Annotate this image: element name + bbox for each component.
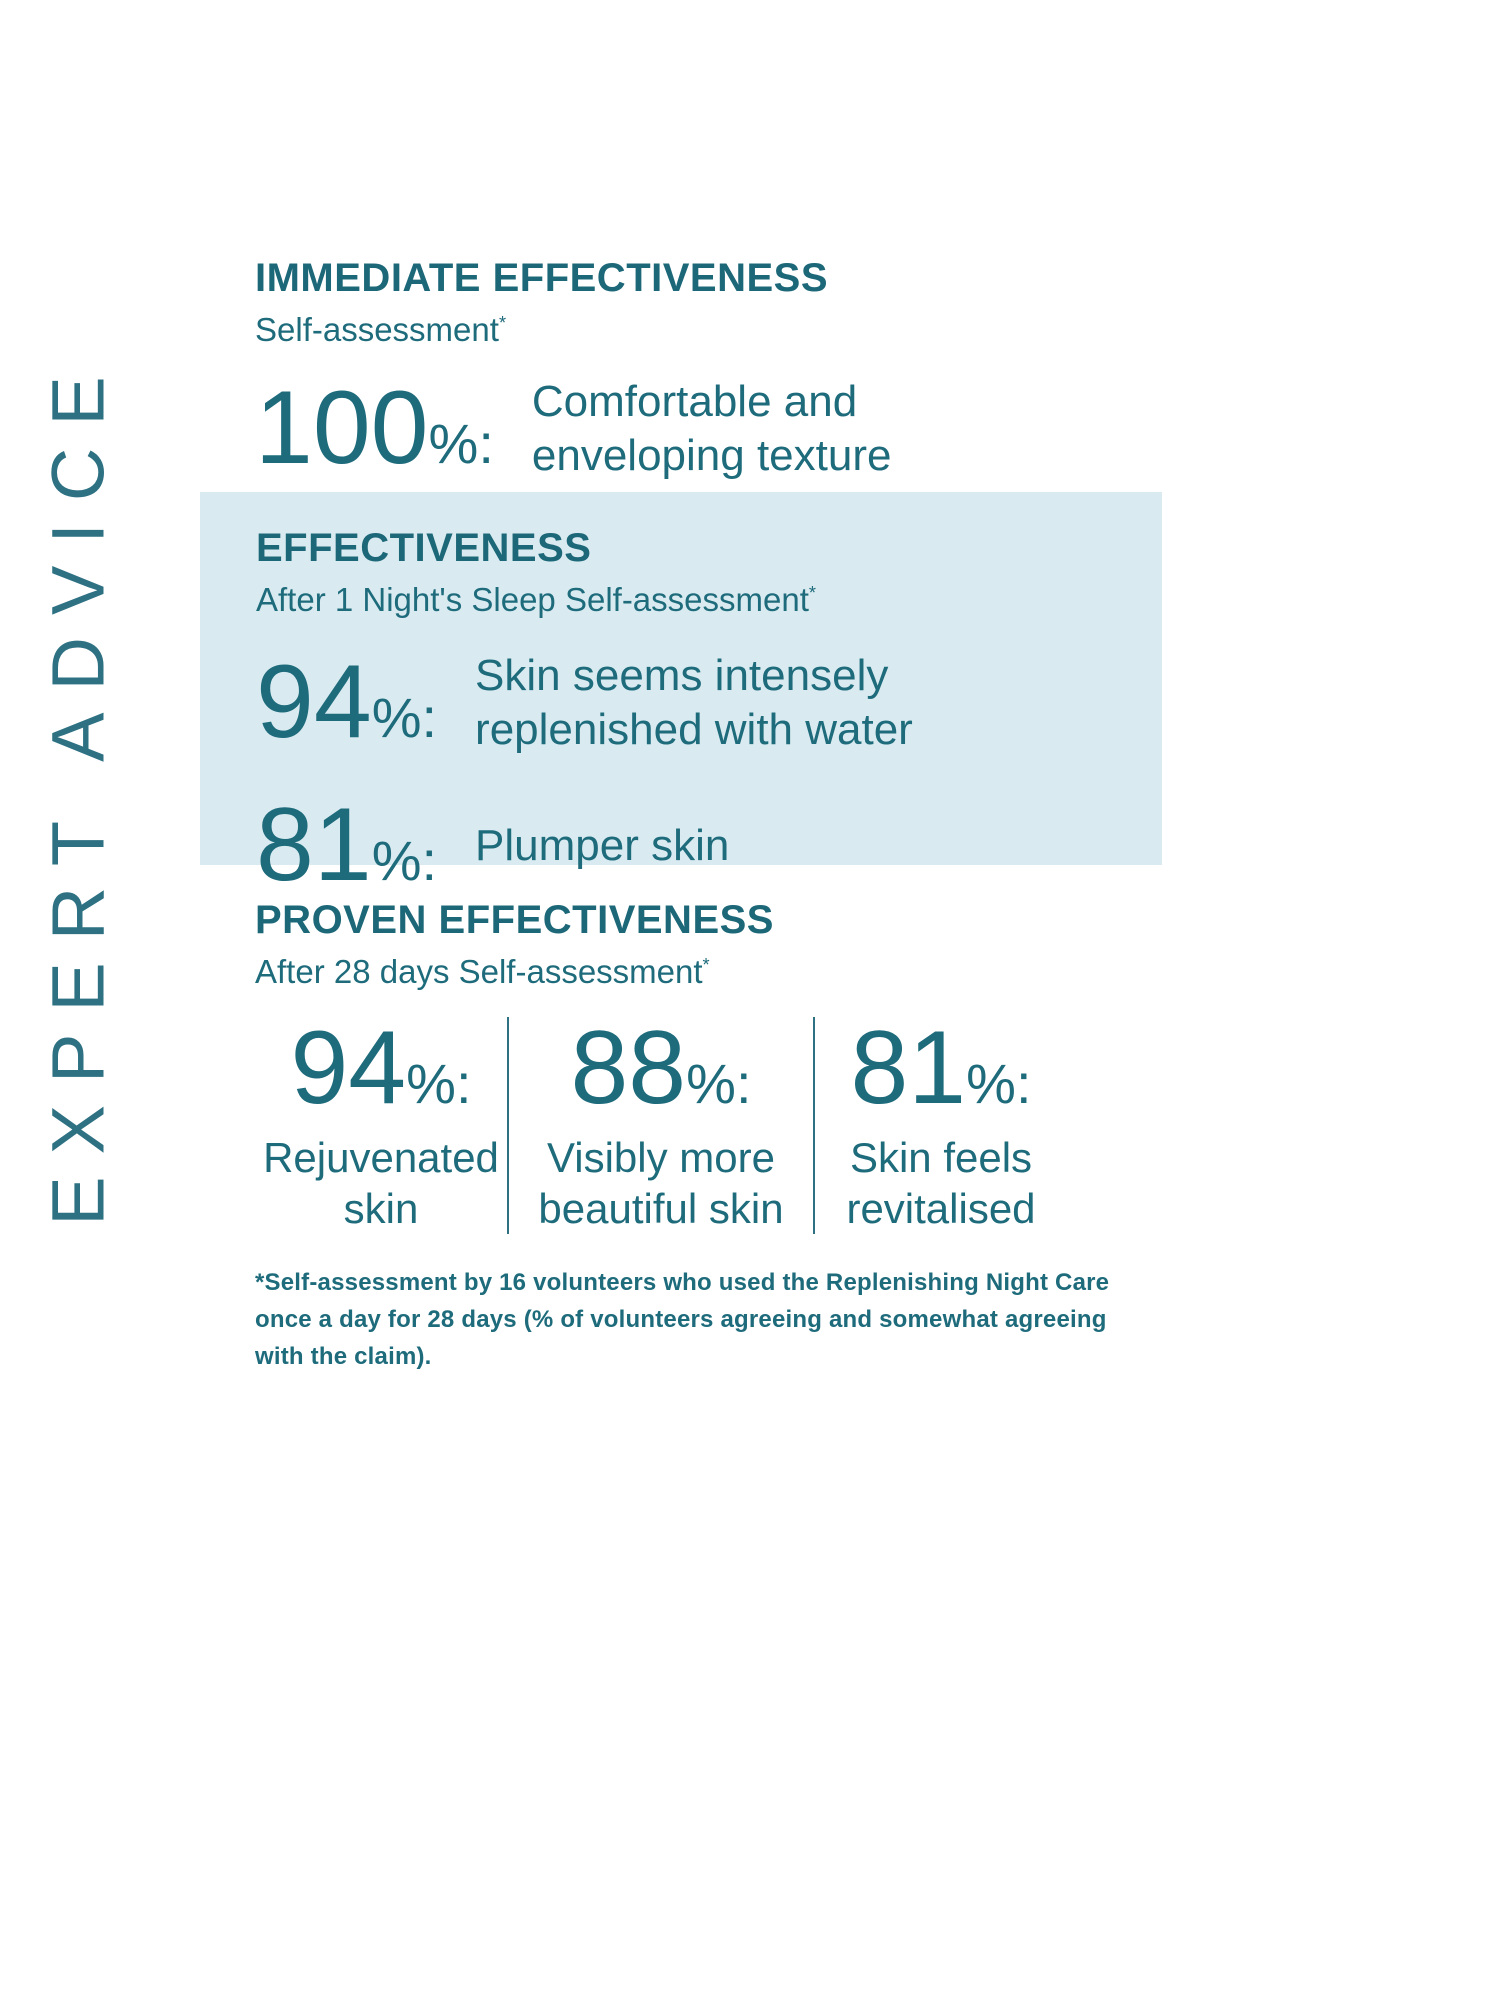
stat-value: 81 [850, 1010, 967, 1126]
percent-sign: %: [371, 829, 438, 893]
footnote-asterisk: * [498, 313, 506, 333]
stat-value: 81 [256, 787, 372, 904]
stat-claim: Comfortable and enveloping texture [531, 377, 892, 480]
section-effectiveness-panel: EFFECTIVENESS After 1 Night's Sleep Self… [200, 492, 1162, 897]
footnote: *Self-assessment by 16 volunteers who us… [255, 1269, 1110, 1371]
stat-number: 100%: [255, 376, 494, 480]
column-divider [813, 1017, 815, 1235]
stat-claim: Plumper skin [475, 820, 730, 870]
stat-row: 94%: Skin seems intensely replenished wi… [256, 649, 1162, 756]
stat-value: 94 [256, 644, 372, 761]
percent-sign: %: [428, 412, 494, 476]
subtitle-text: Self-assessment [255, 311, 499, 348]
stat-claim: Rejuvenated skin [263, 1133, 499, 1233]
section-title: PROVEN EFFECTIVENESS [255, 898, 774, 942]
stat-row: 81%: Plumper skin [256, 793, 1162, 897]
stat-column: 88%: Visibly more beautiful skin [509, 1011, 813, 1234]
subtitle-text: After 1 Night's Sleep Self-assessment [256, 581, 809, 618]
stat-value: 94 [290, 1010, 407, 1126]
stat-column: 81%: Skin feels revitalised [815, 1011, 1067, 1234]
section-proven-effectiveness: PROVEN EFFECTIVENESS After 28 days Self-… [255, 898, 1095, 1235]
section-immediate-effectiveness: IMMEDIATE EFFECTIVENESS Self-assessment*… [255, 256, 1135, 482]
stat-claim: Skin feels revitalised [846, 1133, 1036, 1233]
stat-number: 94%: [255, 1016, 507, 1120]
stat-number: 88%: [509, 1016, 813, 1120]
stat-value: 100 [255, 370, 429, 487]
stat-claim: Visibly more beautiful skin [538, 1133, 784, 1233]
column-divider [507, 1017, 509, 1235]
section-subtitle: After 1 Night's Sleep Self-assessment* [256, 581, 1162, 619]
footnote-asterisk: * [808, 583, 816, 603]
stat-number: 94%: [256, 650, 438, 754]
percent-sign: %: [406, 1052, 472, 1115]
section-subtitle: After 28 days Self-assessment* [255, 953, 1095, 991]
stat-value: 88 [570, 1010, 687, 1126]
section-title: EFFECTIVENESS [256, 526, 592, 570]
stat-number: 81%: [815, 1016, 1067, 1120]
percent-sign: %: [966, 1052, 1032, 1115]
stat-column: 94%: Rejuvenated skin [255, 1011, 507, 1234]
stat-row: 100%: Comfortable and enveloping texture [255, 375, 1135, 482]
percent-sign: %: [686, 1052, 752, 1115]
stat-claim: Skin seems intensely replenished with wa… [475, 651, 913, 754]
footnote-asterisk: * [702, 955, 710, 975]
vertical-banner-text: EXPERT ADVICE [36, 354, 120, 1226]
section-title: IMMEDIATE EFFECTIVENESS [255, 256, 829, 300]
stat-number: 81%: [256, 793, 438, 897]
subtitle-text: After 28 days Self-assessment [255, 953, 703, 990]
stat-columns: 94%: Rejuvenated skin 88%: Visibly more … [255, 1011, 1095, 1235]
percent-sign: %: [371, 686, 438, 750]
section-subtitle: Self-assessment* [255, 311, 1135, 349]
